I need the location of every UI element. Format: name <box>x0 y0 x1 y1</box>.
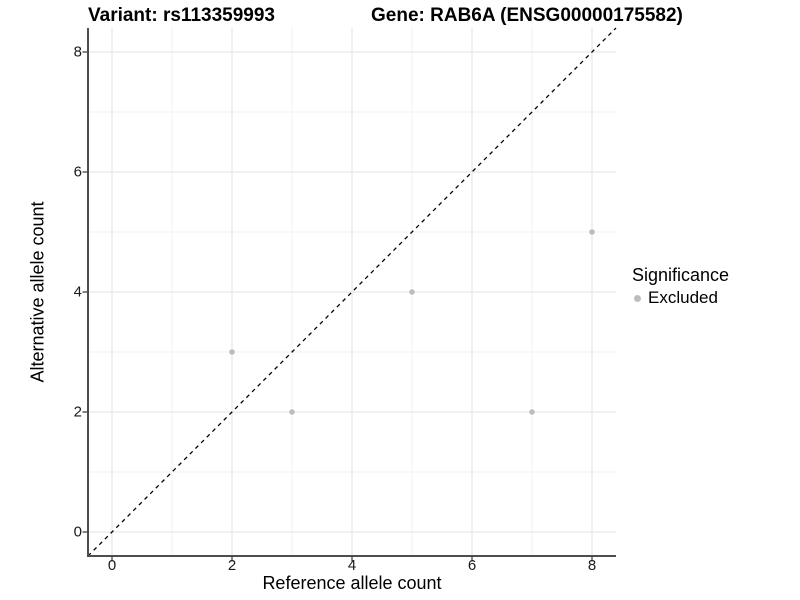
y-tick-label: 0 <box>73 523 82 541</box>
grid-major <box>88 28 616 556</box>
x-tick-label: 8 <box>587 557 597 574</box>
x-axis-title: Reference allele count <box>262 573 442 593</box>
x-tick-label: 0 <box>107 557 117 574</box>
y-axis-title: Alternative allele count <box>27 201 48 383</box>
y-tick-label: 8 <box>73 43 82 61</box>
data-point <box>529 409 535 415</box>
legend-title: Significance <box>632 265 730 285</box>
y-tick-label: 6 <box>73 163 82 181</box>
axis-lines <box>87 28 616 557</box>
data-points <box>229 229 595 415</box>
data-point <box>229 349 235 355</box>
y-tick-label: 4 <box>73 283 82 301</box>
plot-title-variant: Variant: rs113359993 <box>88 5 275 26</box>
point-marker-icon <box>634 295 641 302</box>
plot-title-gene: Gene: RAB6A (ENSG00000175582) <box>371 5 683 26</box>
data-point <box>589 229 595 235</box>
legend-item-label: Excluded <box>648 288 718 307</box>
data-point <box>409 289 415 295</box>
data-point <box>289 409 295 415</box>
axis-ticks <box>82 51 593 562</box>
x-tick-label: 6 <box>467 557 477 574</box>
legend: Significance Excluded <box>632 265 729 308</box>
legend-item-excluded: Excluded <box>632 288 729 308</box>
x-tick-label: 4 <box>347 557 357 574</box>
x-tick-label: 2 <box>227 557 237 574</box>
y-tick-label: 2 <box>73 403 82 421</box>
